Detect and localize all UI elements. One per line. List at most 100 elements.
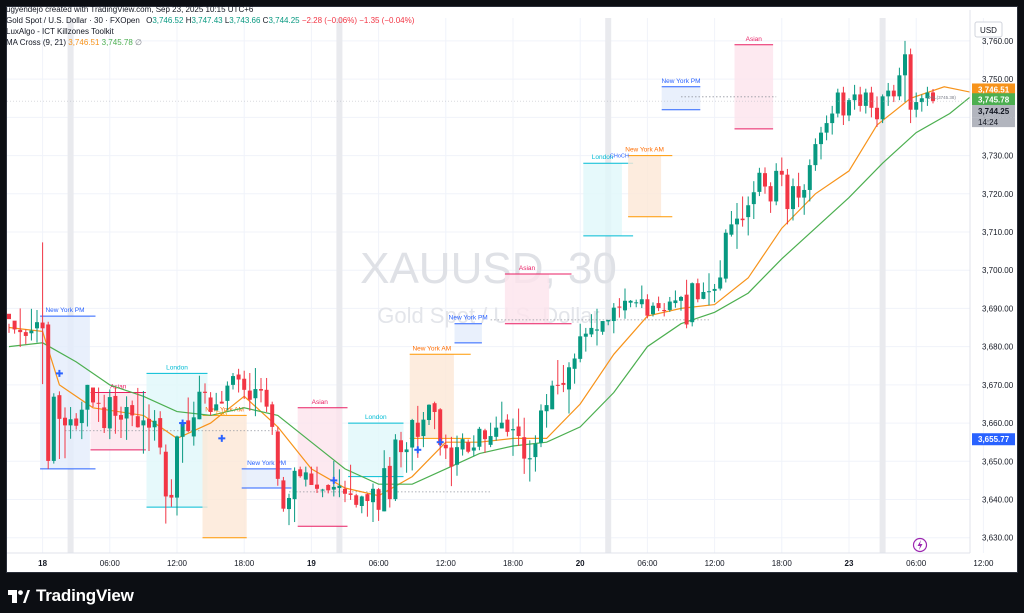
candle-body xyxy=(91,387,95,403)
candle-body xyxy=(130,405,135,416)
killzone-label: London xyxy=(592,154,614,161)
candle-body xyxy=(858,94,863,106)
price-tag-ma-slow-text: 3,745.78 xyxy=(978,95,1010,104)
candle-body xyxy=(40,322,45,329)
candle-body xyxy=(589,327,594,335)
candle-body xyxy=(23,332,28,336)
candle-body xyxy=(46,324,51,461)
candle-body xyxy=(701,291,706,299)
candle-body xyxy=(119,415,123,420)
candle-body xyxy=(628,300,633,303)
candle-body xyxy=(186,420,191,432)
price-tick-label: 3,640.00 xyxy=(982,496,1014,505)
price-tag-ma-fast-bg xyxy=(972,83,1015,96)
killzone-box xyxy=(202,415,247,538)
candle-body xyxy=(555,384,560,386)
price-tag-level-text: 3,655.77 xyxy=(978,435,1010,444)
session-gap-band xyxy=(879,18,886,553)
ohlc-close-label: C xyxy=(262,16,269,25)
price-tick-label: 3,710.00 xyxy=(982,228,1014,237)
candle-body xyxy=(774,170,779,202)
candle-body xyxy=(695,283,700,300)
candle-body xyxy=(393,439,398,500)
lightning-alert-icon[interactable] xyxy=(912,537,928,553)
candle-body xyxy=(707,291,711,293)
tradingview-logo[interactable]: TradingView xyxy=(8,586,134,606)
candle-body xyxy=(287,497,291,510)
candle-body xyxy=(208,397,213,412)
candle-body xyxy=(527,458,532,460)
ma-cross-name: MA Cross (9, 21) xyxy=(6,38,67,47)
candle-body xyxy=(275,431,280,479)
candle-body xyxy=(35,322,39,329)
candle-body xyxy=(645,299,650,316)
candle-body xyxy=(813,144,818,166)
choch-cross-marker xyxy=(414,446,422,454)
candle-body xyxy=(113,395,118,416)
candle-body xyxy=(925,92,930,99)
session-gap-band xyxy=(605,18,612,553)
candle-body xyxy=(544,405,549,412)
candle-body xyxy=(841,92,846,116)
candle-body xyxy=(387,465,392,500)
lightning-circle xyxy=(912,537,928,553)
candle-body xyxy=(438,409,443,445)
candle-body xyxy=(757,172,762,192)
candle-body xyxy=(432,403,437,412)
candle-body xyxy=(634,302,639,304)
candle-body xyxy=(449,447,454,467)
indicator-ma-cross[interactable]: MA Cross (9, 21) 3,746.51 3,745.78 ∅ xyxy=(6,37,414,48)
candle-body xyxy=(550,385,555,410)
price-tick-label: 3,760.00 xyxy=(982,37,1014,46)
ma-fast-value: 3,746.51 xyxy=(68,38,100,47)
time-tick-label: 18:00 xyxy=(772,559,793,568)
candle-body xyxy=(802,189,807,198)
candle-body xyxy=(365,494,370,502)
candle-body xyxy=(147,418,151,428)
candle-body xyxy=(679,296,683,301)
candle-body xyxy=(203,391,207,393)
candle-body xyxy=(567,367,571,390)
instrument-name[interactable]: Gold Spot / U.S. Dollar · 30 · FXOpen xyxy=(6,16,140,25)
indicator-killzones[interactable]: LuxAlgo - ICT Killzones Toolkit xyxy=(6,26,414,37)
candle-body xyxy=(830,113,835,124)
price-tick-label: 3,650.00 xyxy=(982,457,1014,466)
time-tick-label: 06:00 xyxy=(906,559,927,568)
killzone-label: New York PM xyxy=(449,315,488,322)
candle-body xyxy=(191,417,196,437)
candle-body xyxy=(427,404,431,421)
candle-body xyxy=(595,329,599,331)
killzone-box xyxy=(734,44,774,129)
candle-body xyxy=(651,305,655,315)
candle-body xyxy=(611,307,616,322)
ohlc-spread: −1.35 (−0.04%) xyxy=(359,16,415,25)
candle-body xyxy=(214,404,219,411)
killzone-box xyxy=(454,323,482,343)
killzone-asian: Asian xyxy=(734,36,774,130)
candle-body xyxy=(533,443,538,458)
candle-body xyxy=(74,418,79,426)
candle-body xyxy=(807,165,812,190)
candle-body xyxy=(763,173,767,187)
candle-body xyxy=(298,469,303,477)
candle-body xyxy=(343,488,347,494)
candle-body xyxy=(667,301,672,310)
candle-body xyxy=(135,416,140,428)
candle-body xyxy=(919,98,924,103)
killzone-label: London xyxy=(166,364,188,371)
candle-body xyxy=(746,205,751,218)
price-tick-label: 3,660.00 xyxy=(982,419,1014,428)
grid-lines xyxy=(7,18,984,553)
price-tag-level-bg xyxy=(972,433,1015,446)
candle-body xyxy=(231,376,235,385)
candle-body xyxy=(152,420,157,428)
footer-bar: TradingView xyxy=(0,573,1024,613)
killzone-label: New York AM xyxy=(412,345,451,352)
candle-body xyxy=(158,418,163,448)
killzone-box xyxy=(628,155,662,217)
candle-body xyxy=(309,473,314,485)
time-tick-label: 12:00 xyxy=(436,559,457,568)
killzone-label: New York PM xyxy=(247,460,286,467)
killzone-new-york-pm: New York PM xyxy=(661,78,701,111)
